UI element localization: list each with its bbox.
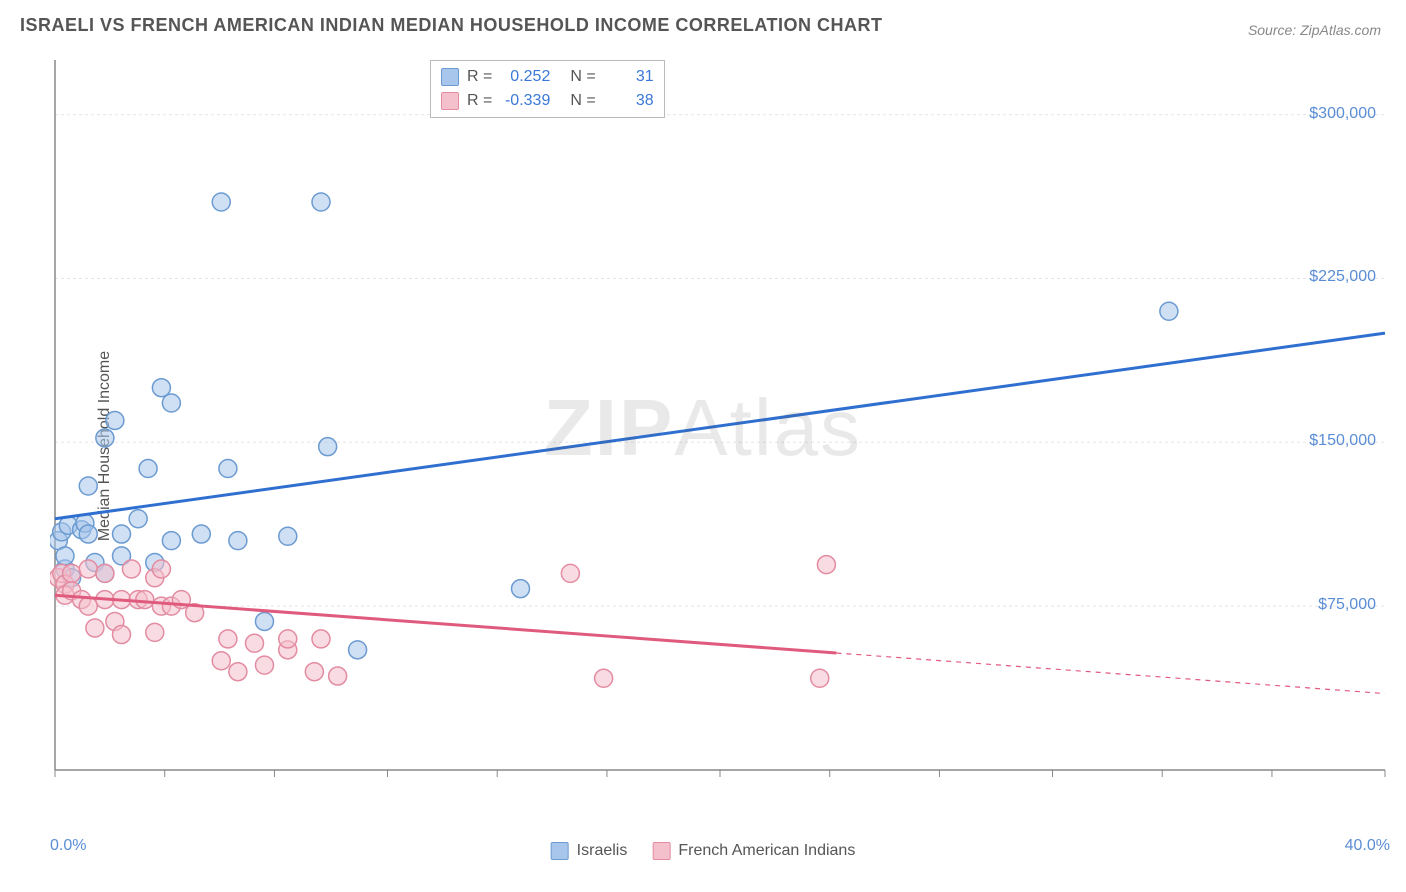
- stats-row: R = -0.339 N = 38: [441, 89, 654, 113]
- y-tick-label: $300,000: [1309, 105, 1376, 123]
- y-tick-label: $150,000: [1309, 432, 1376, 450]
- n-label: N =: [570, 89, 595, 113]
- r-label: R =: [467, 89, 492, 113]
- legend-item: Israelis: [551, 842, 628, 860]
- r-label: R =: [467, 65, 492, 89]
- n-label: N =: [570, 65, 595, 89]
- chart-container: ISRAELI VS FRENCH AMERICAN INDIAN MEDIAN…: [0, 0, 1406, 892]
- legend-label: French American Indians: [678, 842, 855, 860]
- stats-legend: R = 0.252 N = 31 R = -0.339 N = 38: [430, 60, 665, 118]
- source-label: Source:: [1248, 22, 1296, 38]
- x-axis-max: 40.0%: [1345, 837, 1390, 855]
- r-value: -0.339: [500, 89, 550, 113]
- series-legend: Israelis French American Indians: [551, 842, 856, 860]
- stats-swatch: [441, 92, 459, 110]
- source-credit: Source: ZipAtlas.com: [1248, 22, 1381, 38]
- y-tick-label: $225,000: [1309, 268, 1376, 286]
- y-tick-label: $75,000: [1318, 596, 1376, 614]
- stats-row: R = 0.252 N = 31: [441, 65, 654, 89]
- legend-item: French American Indians: [652, 842, 855, 860]
- n-value: 31: [604, 65, 654, 89]
- chart-svg: [50, 55, 1390, 795]
- stats-swatch: [441, 68, 459, 86]
- x-axis-min: 0.0%: [50, 837, 86, 855]
- r-value: 0.252: [500, 65, 550, 89]
- chart-title: ISRAELI VS FRENCH AMERICAN INDIAN MEDIAN…: [20, 15, 883, 36]
- legend-swatch: [551, 842, 569, 860]
- n-value: 38: [604, 89, 654, 113]
- source-value: ZipAtlas.com: [1300, 22, 1381, 38]
- plot-area: [50, 55, 1390, 795]
- legend-swatch: [652, 842, 670, 860]
- legend-label: Israelis: [577, 842, 628, 860]
